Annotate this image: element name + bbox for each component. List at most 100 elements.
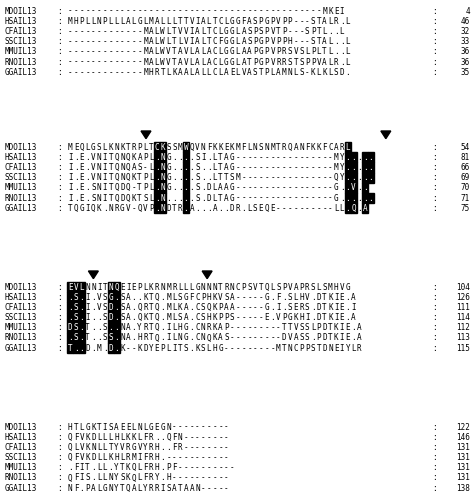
Bar [345, 173, 351, 183]
Text: -: - [97, 47, 101, 56]
Text: -: - [91, 37, 96, 46]
Text: S: S [253, 204, 257, 213]
Text: -: - [149, 7, 154, 16]
Text: S: S [334, 68, 338, 76]
Text: -: - [247, 173, 252, 182]
Text: P: P [143, 173, 148, 182]
Text: .: . [155, 194, 159, 203]
Text: -: - [172, 473, 177, 482]
Text: -: - [247, 7, 252, 16]
Text: A: A [195, 37, 200, 46]
Text: H: H [149, 68, 154, 76]
Text: 46: 46 [461, 17, 470, 26]
Text: .: . [132, 313, 136, 322]
Bar [154, 173, 160, 183]
Text: .: . [369, 153, 373, 161]
Text: -: - [299, 27, 304, 36]
Text: F: F [190, 293, 194, 302]
Text: R: R [334, 57, 338, 66]
Text: .: . [132, 303, 136, 312]
Text: .: . [357, 204, 362, 213]
Text: L: L [346, 17, 350, 26]
Bar [79, 292, 85, 302]
Text: .: . [201, 183, 206, 192]
Text: .: . [161, 333, 165, 343]
Text: A: A [183, 313, 188, 322]
Text: -: - [305, 173, 310, 182]
Text: H: H [299, 313, 304, 322]
Text: R: R [207, 323, 211, 332]
Text: N: N [120, 333, 125, 343]
Text: -: - [305, 7, 310, 16]
Text: G: G [224, 57, 228, 66]
Bar [114, 282, 119, 292]
Text: -: - [132, 344, 136, 353]
Text: L: L [328, 37, 333, 46]
Text: T: T [109, 173, 113, 182]
Text: -: - [288, 7, 292, 16]
Bar [73, 282, 79, 292]
Text: S: S [311, 37, 315, 46]
Text: P: P [282, 27, 286, 36]
Bar [108, 333, 114, 343]
Text: .: . [132, 333, 136, 343]
Text: -: - [120, 7, 125, 16]
Text: K: K [328, 303, 333, 312]
Text: V: V [183, 47, 188, 56]
Text: L: L [317, 68, 321, 76]
Text: K: K [143, 313, 148, 322]
Text: T: T [109, 153, 113, 161]
Text: :: : [57, 283, 61, 292]
Text: .: . [219, 204, 223, 213]
Text: -: - [259, 163, 264, 172]
Text: S: S [178, 313, 182, 322]
Text: L: L [212, 194, 217, 203]
Text: .: . [161, 463, 165, 472]
Text: C: C [195, 293, 200, 302]
Text: .: . [207, 204, 211, 213]
Text: A: A [212, 204, 217, 213]
Text: :: : [432, 443, 436, 452]
Text: H: H [288, 37, 292, 46]
Text: -: - [259, 194, 264, 203]
Text: -: - [190, 463, 194, 472]
Bar [114, 302, 119, 312]
Text: L: L [346, 57, 350, 66]
Text: V: V [190, 17, 194, 26]
Text: -: - [282, 163, 286, 172]
Text: I: I [68, 153, 73, 161]
Text: I: I [137, 453, 142, 462]
Text: G: G [264, 17, 269, 26]
Text: K: K [161, 142, 165, 151]
Text: A: A [293, 333, 298, 343]
Text: L: L [137, 463, 142, 472]
Text: G: G [230, 153, 235, 161]
Text: -: - [276, 323, 281, 332]
Text: .: . [178, 153, 182, 161]
Text: Q: Q [155, 313, 159, 322]
Text: S: S [311, 17, 315, 26]
Text: L: L [190, 57, 194, 66]
Text: S: S [288, 47, 292, 56]
Text: I: I [201, 153, 206, 161]
Text: D: D [207, 194, 211, 203]
Text: L: L [340, 27, 344, 36]
Text: A: A [132, 484, 136, 493]
Text: T: T [328, 333, 333, 343]
Text: .: . [357, 173, 362, 182]
Text: -: - [276, 153, 281, 161]
Text: -: - [270, 173, 275, 182]
Text: -: - [247, 183, 252, 192]
Text: E: E [230, 68, 235, 76]
Text: -: - [219, 443, 223, 452]
Text: H: H [178, 323, 182, 332]
Text: I: I [68, 194, 73, 203]
Text: CFAIL13: CFAIL13 [5, 443, 37, 452]
Text: M: M [143, 37, 148, 46]
Text: -: - [236, 293, 240, 302]
Text: Q: Q [114, 283, 119, 292]
Text: T: T [282, 323, 286, 332]
Text: L: L [80, 423, 84, 432]
Text: -: - [132, 47, 136, 56]
Text: -: - [253, 344, 257, 353]
